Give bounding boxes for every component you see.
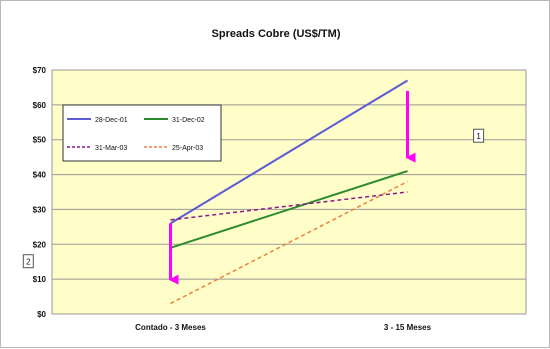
- series-line: [170, 180, 408, 305]
- y-tick-label: $20: [33, 240, 47, 249]
- annotation-box: [473, 128, 485, 143]
- y-axis-tick-labels: $0 $10 $20 $30 $40 $50 $60 $70: [33, 66, 47, 319]
- annotations: 12: [22, 128, 485, 269]
- legend-box: [62, 104, 222, 162]
- series-line: [169, 79, 409, 225]
- y-tick-label: $0: [37, 310, 46, 319]
- annotation-label: 1: [476, 132, 481, 141]
- series-lines: [169, 79, 409, 305]
- arrows: [168, 90, 416, 285]
- x-axis-tick-labels: Contado - 3 Meses 3 - 15 Meses: [135, 323, 431, 332]
- annotation-label: 2: [26, 258, 31, 267]
- x-tick-label: Contado - 3 Meses: [135, 323, 206, 332]
- y-tick-label: $60: [33, 101, 47, 110]
- series-line: [170, 170, 408, 249]
- annotation-box: [22, 254, 34, 269]
- legend-label: 31-Mar-03: [95, 145, 127, 152]
- legend: 28-Dec-01 31-Dec-02 31-Mar-03 25-Apr-03: [62, 104, 222, 162]
- legend-label: 28-Dec-01: [95, 117, 128, 124]
- y-tick-label: $50: [33, 136, 47, 145]
- x-tick-label: 3 - 15 Meses: [384, 323, 432, 332]
- y-tick-label: $10: [33, 275, 47, 284]
- y-tick-label: $40: [33, 171, 47, 180]
- y-tick-label: $70: [33, 66, 47, 75]
- series-line: [170, 191, 408, 221]
- legend-label: 31-Dec-02: [172, 117, 205, 124]
- chart-title: Spreads Cobre (US$/TM): [212, 28, 341, 40]
- y-tick-label: $30: [33, 205, 47, 214]
- legend-label: 25-Apr-03: [172, 145, 203, 152]
